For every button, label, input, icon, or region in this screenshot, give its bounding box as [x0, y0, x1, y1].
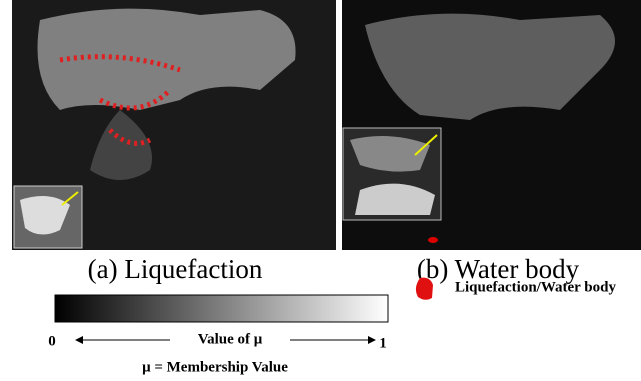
colorbar-min: 0: [48, 333, 56, 349]
image-water-body: [342, 0, 641, 250]
legend-swatch: [416, 278, 433, 300]
image-liquefaction: [12, 0, 336, 250]
figure: (a) Liquefaction (b) Water body 0 Value …: [0, 0, 641, 381]
note: μ = Membership Value: [142, 359, 288, 375]
caption: (a) Liquefaction: [88, 254, 263, 284]
colorbar: [55, 295, 388, 322]
legend-label: Liquefaction/Water body: [455, 279, 616, 295]
colorbar-max: 1: [379, 335, 387, 351]
axis-label: Value of μ: [198, 331, 263, 347]
